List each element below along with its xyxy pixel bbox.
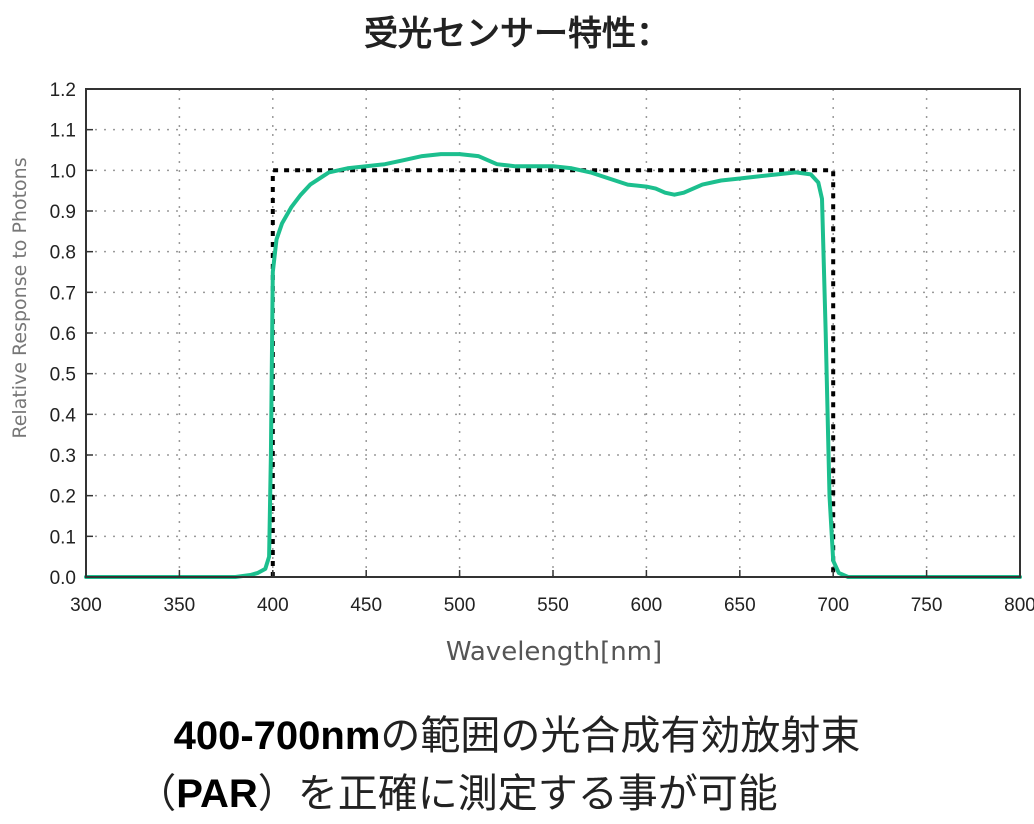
ideal-par-response-line (270, 168, 836, 577)
y-tick-label: 0.2 (50, 487, 76, 508)
y-tick-label: 0.8 (50, 243, 76, 264)
caption-wavelength-range: 400-700nm (173, 714, 381, 758)
y-tick-label: 1.0 (50, 161, 76, 182)
caption-line-2-text: ）を正確に測定する事が可能 (257, 771, 778, 817)
y-axis-label: Relative Response to Photons (9, 157, 31, 438)
y-axis-ticks: 0.0 0.1 0.2 0.3 0.4 0.5 0.6 0.7 0.8 0.9 1.0 1.1 1.2 (50, 80, 93, 589)
chart-grid (86, 89, 1020, 577)
x-tick-label: 600 (631, 595, 663, 616)
y-tick-label: 0.4 (50, 405, 77, 426)
y-tick-label: 0.7 (50, 283, 76, 304)
y-tick-label: 0.3 (50, 446, 76, 467)
caption-line-1-text: の範囲の光合成有効放射束 (380, 713, 861, 759)
sensor-response-layer (84, 152, 1022, 579)
y-tick-label: 1.2 (50, 80, 76, 101)
x-tick-label: 350 (164, 595, 196, 616)
x-tick-label: 500 (444, 595, 476, 616)
caption-line-2: （PAR）を正確に測定する事が可能 (0, 766, 974, 822)
x-tick-label: 650 (724, 595, 756, 616)
caption-par-abbrev: PAR (176, 772, 258, 816)
x-axis-label: Wavelength[nm] (446, 637, 662, 667)
x-tick-label: 800 (1004, 595, 1034, 616)
y-tick-label: 0.6 (50, 324, 76, 345)
ideal-par-response-layer (270, 168, 836, 577)
x-tick-label: 400 (257, 595, 289, 616)
y-tick-label: 1.1 (50, 121, 76, 142)
y-tick-label: 0.5 (50, 365, 76, 386)
caption-open-paren: （ (136, 771, 177, 817)
x-tick-label: 300 (70, 595, 102, 616)
caption-line-1: 400-700nmの範囲の光合成有効放射束 (0, 708, 1034, 764)
x-tick-label: 700 (817, 595, 849, 616)
x-tick-label: 750 (911, 595, 943, 616)
x-tick-label: 450 (350, 595, 382, 616)
y-tick-label: 0.1 (50, 527, 76, 548)
y-tick-label: 0.0 (50, 568, 76, 589)
page-title: 受光センサー特性： (364, 14, 670, 54)
x-axis-ticks: 300 350 400 450 500 550 600 650 700 750 800 (70, 570, 1034, 616)
y-tick-label: 0.9 (50, 202, 76, 223)
x-tick-label: 550 (537, 595, 569, 616)
sensor-response-curve (84, 152, 1022, 579)
